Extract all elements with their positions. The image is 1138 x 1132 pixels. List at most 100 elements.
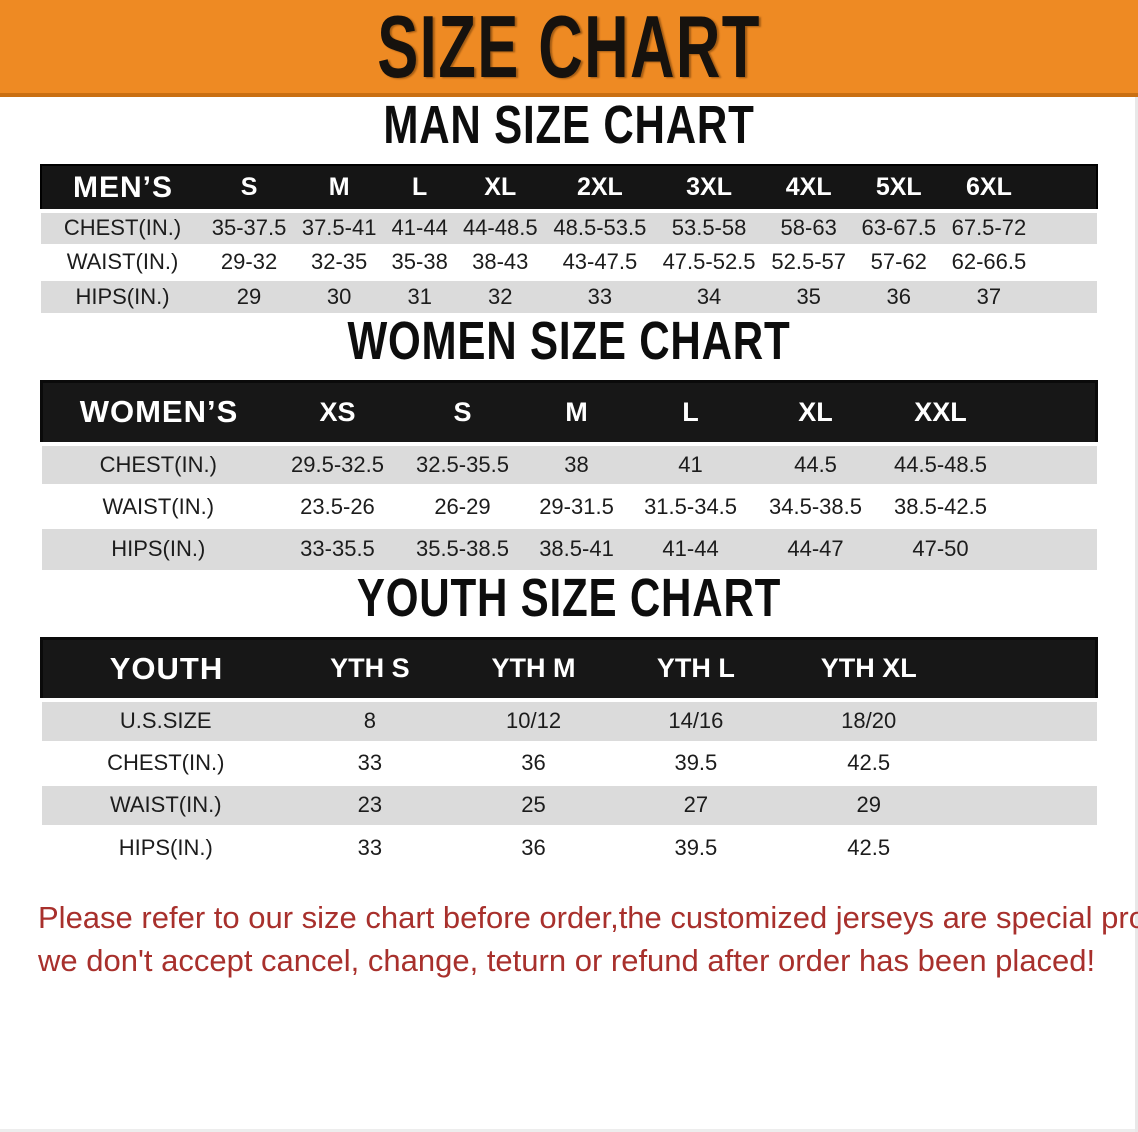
row-spacer <box>1003 528 1097 570</box>
value-cell: 44-48.5 <box>462 215 538 241</box>
value-cell: 38.5-41 <box>539 536 614 562</box>
value-cell: 52.5-57 <box>771 249 846 274</box>
value-cell: 63-67.5 <box>861 215 937 241</box>
size-column-header: 2XL <box>576 173 623 201</box>
row-label: U.S.SIZE <box>119 708 212 734</box>
row-spacer <box>1034 211 1097 245</box>
size-column-header: 5XL <box>875 173 922 201</box>
value-cell: 42.5 <box>847 750 891 775</box>
value-cell: 30 <box>326 283 352 309</box>
size-column-header: XL <box>484 173 517 201</box>
row-spacer <box>963 826 1097 868</box>
measurement-row: HIPS(IN.) 33-35.5 35.5-38.5 38.5-41 41-44 44-… <box>41 527 1097 570</box>
measurement-row: CHEST(IN.) 33 36 39.5 42.5 <box>41 742 1097 784</box>
value-cell: 38-43 <box>472 249 529 274</box>
row-spacer <box>963 700 1097 742</box>
row-spacer <box>1003 444 1097 486</box>
value-cell: 38.5-42.5 <box>894 493 987 519</box>
measurement-row: WAIST(IN.) 23 25 27 29 <box>41 784 1097 826</box>
youth-size-table: YOUTH YTH S YTH M YTH L YTH XL U.S.SIZE 8 10/1… <box>40 637 1098 869</box>
header-spacer <box>963 638 1097 700</box>
measurement-row: WAIST(IN.) 23.5-26 26-29 29-31.5 31.5-34.5 34… <box>41 485 1097 528</box>
value-cell: 33 <box>587 283 613 309</box>
value-cell: 36 <box>886 283 912 309</box>
table-corner-label: YOUTH <box>109 650 224 686</box>
measurement-row: WAIST(IN.) 29-32 32-35 35-38 38-43 43-47.5 47.… <box>41 245 1097 279</box>
value-cell: 35-37.5 <box>211 215 287 241</box>
value-cell: 31.5-34.5 <box>644 493 738 519</box>
size-column-header: L <box>412 173 428 201</box>
measurement-row: CHEST(IN.) 35-37.5 37.5-41 41-44 44-48.5 48.5… <box>41 211 1097 245</box>
row-spacer <box>1034 245 1097 279</box>
value-cell: 39.5 <box>674 834 718 860</box>
row-label: CHEST(IN.) <box>63 215 182 241</box>
value-cell: 41 <box>678 451 703 477</box>
header-spacer <box>1003 382 1097 444</box>
value-cell: 37 <box>976 283 1002 309</box>
measurement-row: U.S.SIZE 8 10/12 14/16 18/20 <box>41 700 1097 742</box>
value-cell: 44.5 <box>794 451 837 477</box>
size-column-header: 4XL <box>785 173 832 201</box>
men-size-table: MEN’S S M L XL 2XL 3XL 4XL 5XL 6XL CHEST(IN.) 35-3… <box>40 164 1098 313</box>
size-column-header: S <box>453 396 472 427</box>
notice-line-2: we don't accept cancel, change, teturn o… <box>38 943 1096 978</box>
value-cell: 29 <box>236 283 262 309</box>
youth-section-heading: YOUTH SIZE CHART <box>0 570 1138 637</box>
value-cell: 44-47 <box>787 536 844 562</box>
size-column-header: XXL <box>914 396 967 427</box>
value-cell: 41-44 <box>391 215 448 241</box>
value-cell: 34.5-38.5 <box>769 493 862 519</box>
row-label: HIPS(IN.) <box>118 834 213 860</box>
men-table-header-row: MEN’S S M L XL 2XL 3XL 4XL 5XL 6XL <box>41 165 1097 211</box>
value-cell: 67.5-72 <box>951 215 1027 241</box>
men-section-heading: MAN SIZE CHART <box>0 97 1138 164</box>
value-cell: 38 <box>564 451 589 477</box>
size-column-header: YTH M <box>491 653 576 684</box>
women-section-heading: WOMEN SIZE CHART <box>0 313 1138 380</box>
row-spacer <box>963 784 1097 826</box>
banner: SIZE CHART <box>0 0 1138 97</box>
value-cell: 36 <box>521 834 546 860</box>
size-column-header: YTH XL <box>820 653 917 684</box>
row-label: WAIST(IN.) <box>102 493 215 519</box>
youth-table-header-row: YOUTH YTH S YTH M YTH L YTH XL <box>41 638 1097 700</box>
value-cell: 26-29 <box>434 493 491 519</box>
row-label: CHEST(IN.) <box>107 750 225 775</box>
size-column-header: M <box>565 396 588 427</box>
value-cell: 29-32 <box>220 249 278 274</box>
men-section-heading-text: MAN SIZE CHART <box>383 95 755 155</box>
measurement-row: HIPS(IN.) 29 30 31 32 33 34 35 36 37 <box>41 279 1097 313</box>
value-cell: 8 <box>363 708 376 734</box>
value-cell: 57-62 <box>870 249 927 274</box>
value-cell: 42.5 <box>847 834 891 860</box>
women-table-header-row: WOMEN’S XS S M L XL XXL <box>41 381 1097 444</box>
value-cell: 34 <box>696 283 722 309</box>
size-column-header: 6XL <box>965 173 1012 201</box>
value-cell: 32-35 <box>311 249 368 274</box>
size-column-header: YTH L <box>656 653 735 684</box>
value-cell: 36 <box>521 750 546 775</box>
row-spacer <box>1003 486 1097 528</box>
size-column-header: M <box>328 173 350 201</box>
value-cell: 39.5 <box>674 750 718 775</box>
row-spacer <box>1034 279 1097 313</box>
value-cell: 10/12 <box>506 708 562 734</box>
value-cell: 23 <box>357 792 383 817</box>
value-cell: 47.5-52.5 <box>662 249 756 274</box>
value-cell: 35.5-38.5 <box>415 536 509 562</box>
value-cell: 14/16 <box>668 708 724 734</box>
size-column-header: XS <box>319 396 356 427</box>
value-cell: 33 <box>357 750 383 775</box>
notice-line-1: Please refer to our size chart before or… <box>38 900 1138 935</box>
measurement-row: HIPS(IN.) 33 36 39.5 42.5 <box>41 826 1097 868</box>
row-spacer <box>963 742 1097 784</box>
row-label: CHEST(IN.) <box>99 451 217 477</box>
women-section-heading-text: WOMEN SIZE CHART <box>347 311 791 371</box>
women-size-table: WOMEN’S XS S M L XL XXL CHEST(IN.) 29.5-32.5 32.… <box>40 380 1098 570</box>
value-cell: 53.5-58 <box>671 215 747 241</box>
value-cell: 35 <box>796 283 821 309</box>
youth-section-heading-text: YOUTH SIZE CHART <box>356 567 782 628</box>
value-cell: 48.5-53.5 <box>553 215 647 241</box>
value-cell: 29.5-32.5 <box>291 451 384 477</box>
